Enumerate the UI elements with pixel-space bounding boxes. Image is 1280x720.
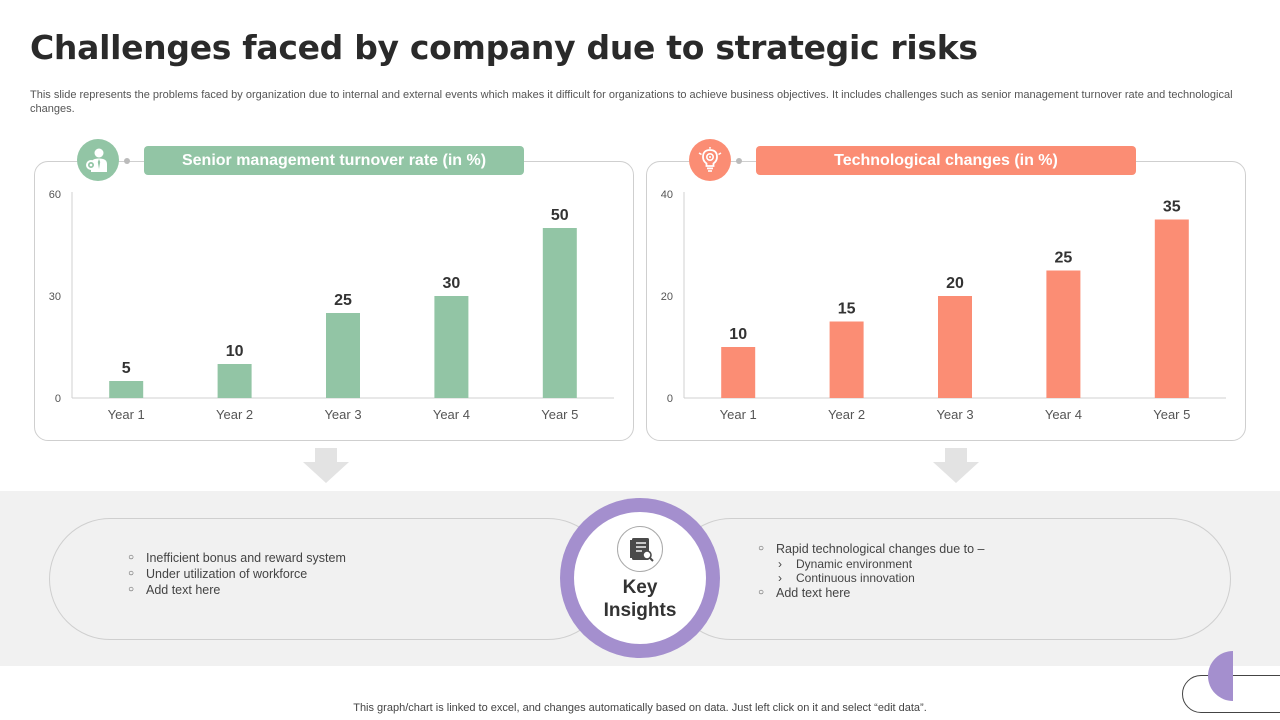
list-item: Inefficient bonus and reward system	[128, 550, 346, 566]
page-description: This slide represents the problems faced…	[30, 89, 1233, 115]
footer-note: This graph/chart is linked to excel, and…	[353, 702, 927, 714]
report-document-icon	[617, 526, 663, 572]
data-label: 25	[334, 292, 352, 309]
data-label: 20	[946, 275, 964, 292]
x-tick-label: Year 1	[108, 407, 145, 422]
down-arrow-icon	[933, 448, 979, 483]
x-tick-label: Year 2	[216, 407, 253, 422]
bar	[217, 364, 252, 398]
turnover-insights-list: Inefficient bonus and reward system Unde…	[128, 550, 346, 598]
x-tick-label: Year 4	[433, 407, 470, 422]
y-tick-label: 60	[49, 189, 61, 201]
x-tick-label: Year 1	[720, 407, 757, 422]
turnover-bar-chart: 0 30 60 5 Year 1 10 Year 2 25 Year 3 30 Year 4 50 Ye…	[49, 189, 614, 422]
x-tick-label: Year 2	[828, 407, 865, 422]
page-title: Challenges faced by company due to strat…	[30, 28, 978, 67]
bar	[326, 313, 360, 398]
x-tick-label: Year 5	[1153, 407, 1190, 422]
tech-changes-banner: Technological changes (in %)	[756, 146, 1136, 175]
list-item: Add text here	[128, 582, 346, 598]
bar	[1046, 270, 1081, 398]
x-tick-label: Year 4	[1045, 407, 1082, 422]
list-sub-item: Continuous innovation	[758, 571, 984, 585]
key-insights-badge: Key Insights	[574, 512, 706, 644]
down-arrow-icon	[303, 448, 349, 483]
bar	[542, 228, 577, 398]
list-sub-item: Dynamic environment	[758, 557, 984, 571]
bar	[1154, 219, 1189, 398]
tech-insights-list: Rapid technological changes due to – Dyn…	[758, 541, 984, 601]
tech-changes-bar-chart: 0 20 40 10 Year 1 15 Year 2 20 Year 3 25 Year 4 35 Y…	[661, 189, 1226, 422]
data-label: 10	[729, 326, 747, 343]
data-label: 30	[443, 275, 461, 292]
data-label: 10	[226, 343, 244, 360]
bar	[109, 381, 144, 398]
data-label: 5	[122, 360, 131, 377]
y-tick-label: 0	[55, 393, 61, 405]
list-item: Rapid technological changes due to –	[758, 541, 984, 557]
y-tick-label: 40	[661, 189, 673, 201]
turnover-banner: Senior management turnover rate (in %)	[144, 146, 524, 175]
x-tick-label: Year 3	[936, 407, 973, 422]
data-label: 25	[1055, 250, 1073, 267]
connector-dot	[124, 158, 130, 164]
data-label: 35	[1163, 199, 1181, 216]
data-label: 50	[551, 207, 569, 224]
bar	[434, 296, 469, 398]
x-tick-label: Year 3	[324, 407, 361, 422]
key-insights-label: Key Insights	[603, 577, 677, 621]
connector-dot	[736, 158, 742, 164]
bar	[829, 321, 864, 398]
business-person-gear-icon	[77, 139, 119, 181]
lightbulb-gear-icon	[689, 139, 731, 181]
list-item: Add text here	[758, 585, 984, 601]
data-label: 15	[838, 301, 856, 318]
y-tick-label: 0	[667, 393, 673, 405]
bar	[938, 296, 972, 398]
y-tick-label: 30	[49, 291, 61, 303]
x-tick-label: Year 5	[541, 407, 578, 422]
list-item: Under utilization of workforce	[128, 566, 346, 582]
y-tick-label: 20	[661, 291, 673, 303]
bar	[721, 347, 756, 398]
